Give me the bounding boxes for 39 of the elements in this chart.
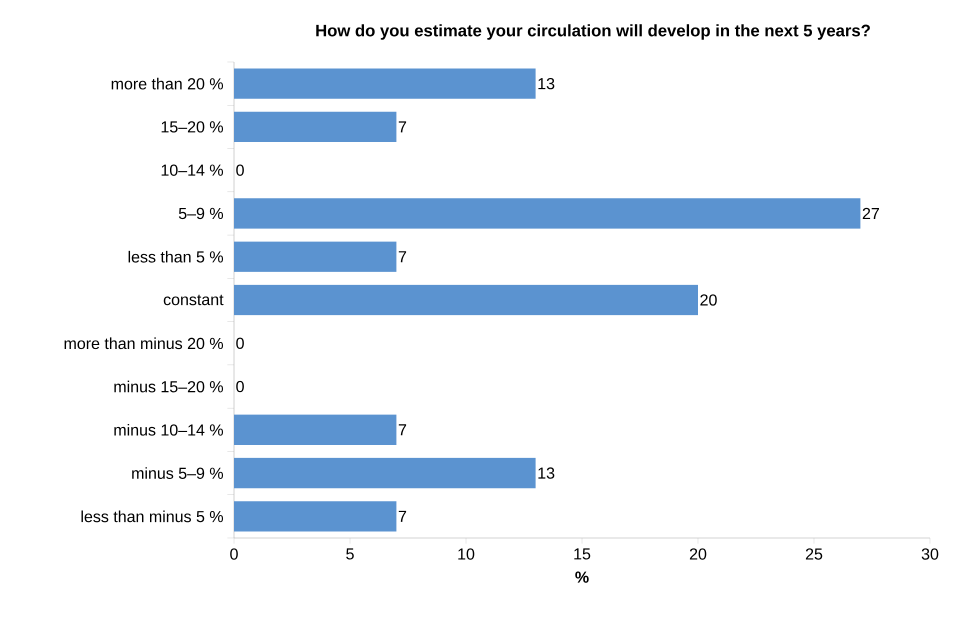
bar	[234, 198, 860, 229]
y-tick-label: minus 15–20 %	[114, 380, 223, 392]
y-tick-label: less than 5 %	[128, 250, 224, 263]
y-tick-label: constant	[164, 294, 224, 306]
bar	[234, 284, 698, 316]
bar	[234, 242, 396, 272]
data-label: 0	[236, 380, 244, 392]
x-tick-label: 30	[922, 548, 938, 560]
bar	[234, 414, 396, 445]
x-tick-label: 10	[458, 548, 474, 560]
y-tick-label: more than minus 20 %	[64, 337, 224, 350]
chart-title: How do you estimate your circulation will develop in the next 5 years?	[316, 24, 870, 40]
x-tick-label: 15	[574, 548, 590, 560]
data-label: 7	[398, 510, 406, 522]
y-tick-label: minus 5–9 %	[132, 467, 224, 479]
x-tick-label: 20	[690, 548, 706, 560]
y-tick-label: more than 20 %	[112, 78, 224, 90]
x-axis-title: %	[575, 572, 589, 583]
data-label: 20	[700, 294, 717, 306]
x-tick-label: 0	[230, 548, 238, 560]
y-tick-label: 5–9 %	[178, 208, 224, 220]
bar	[234, 501, 396, 532]
data-label: 13	[538, 467, 554, 479]
bar	[234, 458, 536, 488]
bar	[234, 68, 536, 99]
data-label: 27	[862, 208, 879, 220]
data-label: 7	[398, 251, 406, 262]
y-tick-label: less than minus 5 %	[82, 510, 224, 522]
y-tick-label: 10–14 %	[162, 164, 224, 176]
data-label: 7	[398, 424, 406, 436]
x-tick-label: 5	[346, 548, 354, 560]
data-label: 0	[236, 338, 244, 349]
data-label: 13	[538, 78, 554, 90]
y-tick-label: minus 10–14 %	[114, 424, 223, 436]
bar	[234, 112, 396, 142]
data-label: 7	[398, 121, 406, 132]
y-tick-label: 15–20 %	[162, 121, 224, 133]
data-label: 0	[236, 164, 244, 176]
x-tick-label: 25	[806, 548, 822, 560]
